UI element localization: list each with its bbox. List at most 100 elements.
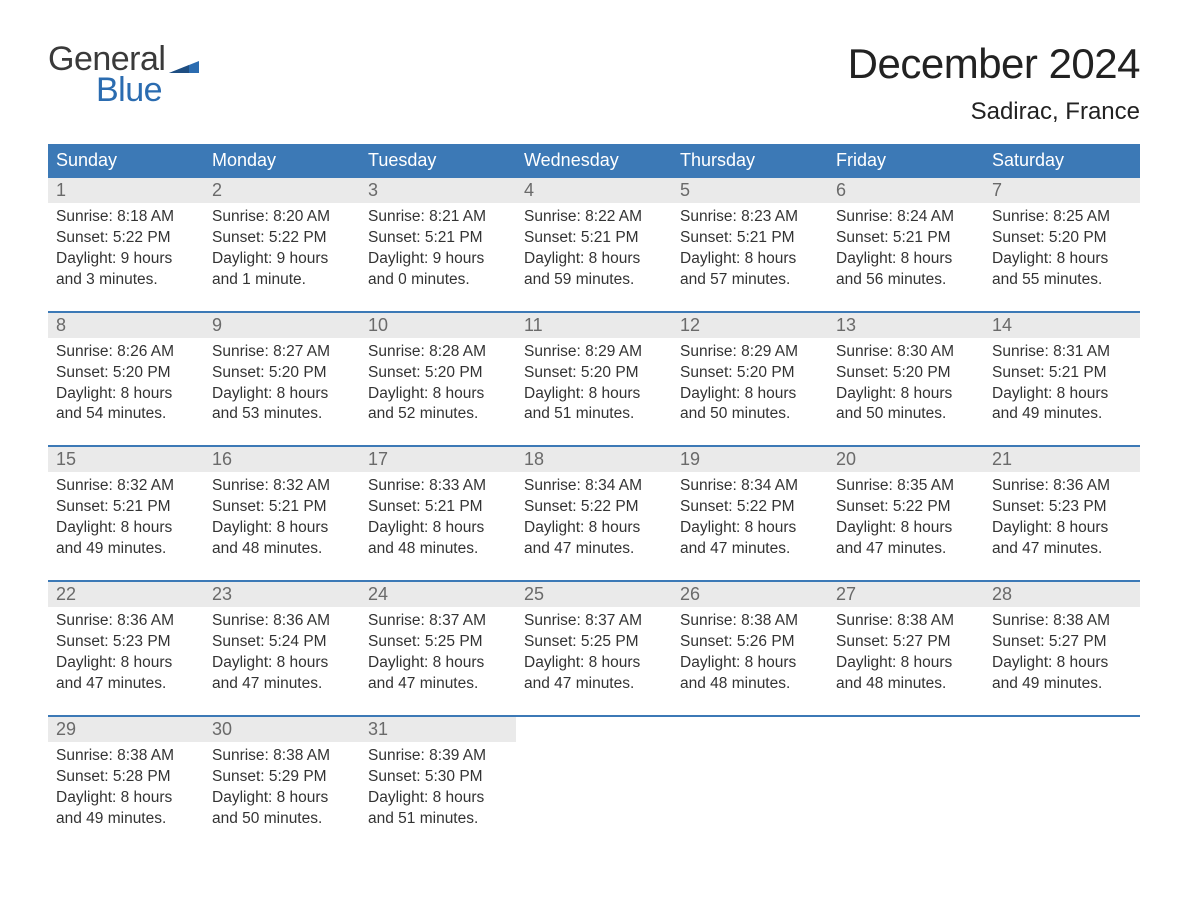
dayname: Monday [204, 144, 360, 178]
daylight-text: Daylight: 8 hours [836, 518, 976, 539]
day-number: 27 [828, 582, 984, 607]
sunrise-text: Sunrise: 8:31 AM [992, 342, 1132, 363]
day-number: 14 [984, 313, 1140, 338]
day-number: 6 [828, 178, 984, 203]
day-number: 26 [672, 582, 828, 607]
day-number: 3 [360, 178, 516, 203]
daylight-text: Daylight: 8 hours [368, 384, 508, 405]
sunset-text: Sunset: 5:21 PM [56, 497, 196, 518]
daylight-text: and 47 minutes. [836, 539, 976, 560]
daylight-text: Daylight: 8 hours [680, 384, 820, 405]
sunrise-text: Sunrise: 8:22 AM [524, 207, 664, 228]
day-number: 16 [204, 447, 360, 472]
daylight-text: and 48 minutes. [212, 539, 352, 560]
page-title: December 2024 [848, 40, 1140, 88]
calendar-cell: 27Sunrise: 8:38 AMSunset: 5:27 PMDayligh… [828, 582, 984, 701]
dayname: Saturday [984, 144, 1140, 178]
daylight-text: Daylight: 8 hours [524, 249, 664, 270]
calendar-cell: 17Sunrise: 8:33 AMSunset: 5:21 PMDayligh… [360, 447, 516, 566]
sunrise-text: Sunrise: 8:28 AM [368, 342, 508, 363]
sunrise-text: Sunrise: 8:24 AM [836, 207, 976, 228]
daylight-text: Daylight: 9 hours [56, 249, 196, 270]
sunset-text: Sunset: 5:20 PM [212, 363, 352, 384]
calendar-cell: 1Sunrise: 8:18 AMSunset: 5:22 PMDaylight… [48, 178, 204, 297]
calendar-cell: 2Sunrise: 8:20 AMSunset: 5:22 PMDaylight… [204, 178, 360, 297]
sunrise-text: Sunrise: 8:38 AM [992, 611, 1132, 632]
sunset-text: Sunset: 5:20 PM [680, 363, 820, 384]
calendar-cell: 29Sunrise: 8:38 AMSunset: 5:28 PMDayligh… [48, 717, 204, 836]
daylight-text: and 59 minutes. [524, 270, 664, 291]
sunrise-text: Sunrise: 8:20 AM [212, 207, 352, 228]
sunset-text: Sunset: 5:21 PM [368, 497, 508, 518]
daylight-text: and 51 minutes. [368, 809, 508, 830]
sunset-text: Sunset: 5:28 PM [56, 767, 196, 788]
daylight-text: and 52 minutes. [368, 404, 508, 425]
daylight-text: and 0 minutes. [368, 270, 508, 291]
calendar-cell [672, 717, 828, 836]
day-number: 2 [204, 178, 360, 203]
sunrise-text: Sunrise: 8:38 AM [212, 746, 352, 767]
logo-text-blue: Blue [96, 71, 162, 110]
calendar-cell: 5Sunrise: 8:23 AMSunset: 5:21 PMDaylight… [672, 178, 828, 297]
calendar-cell: 13Sunrise: 8:30 AMSunset: 5:20 PMDayligh… [828, 313, 984, 432]
sunset-text: Sunset: 5:27 PM [992, 632, 1132, 653]
topbar: General Blue December 2024 Sadirac, Fran… [48, 40, 1140, 126]
daylight-text: Daylight: 8 hours [212, 653, 352, 674]
calendar-cell: 15Sunrise: 8:32 AMSunset: 5:21 PMDayligh… [48, 447, 204, 566]
sunset-text: Sunset: 5:24 PM [212, 632, 352, 653]
calendar-cell: 24Sunrise: 8:37 AMSunset: 5:25 PMDayligh… [360, 582, 516, 701]
day-number: 4 [516, 178, 672, 203]
daylight-text: Daylight: 8 hours [368, 518, 508, 539]
daylight-text: and 49 minutes. [56, 539, 196, 560]
day-number: 1 [48, 178, 204, 203]
sunrise-text: Sunrise: 8:39 AM [368, 746, 508, 767]
day-number: 20 [828, 447, 984, 472]
daylight-text: and 51 minutes. [524, 404, 664, 425]
sunset-text: Sunset: 5:22 PM [680, 497, 820, 518]
day-number: 25 [516, 582, 672, 607]
daylight-text: Daylight: 8 hours [212, 384, 352, 405]
daylight-text: and 47 minutes. [56, 674, 196, 695]
day-number: 9 [204, 313, 360, 338]
calendar-cell: 10Sunrise: 8:28 AMSunset: 5:20 PMDayligh… [360, 313, 516, 432]
sunset-text: Sunset: 5:20 PM [992, 228, 1132, 249]
sunset-text: Sunset: 5:26 PM [680, 632, 820, 653]
sunrise-text: Sunrise: 8:30 AM [836, 342, 976, 363]
calendar-week: 22Sunrise: 8:36 AMSunset: 5:23 PMDayligh… [48, 580, 1140, 701]
daylight-text: Daylight: 8 hours [524, 518, 664, 539]
sunset-text: Sunset: 5:21 PM [368, 228, 508, 249]
sunrise-text: Sunrise: 8:34 AM [524, 476, 664, 497]
daylight-text: Daylight: 8 hours [836, 653, 976, 674]
daylight-text: and 49 minutes. [992, 674, 1132, 695]
dayname: Friday [828, 144, 984, 178]
dayname: Tuesday [360, 144, 516, 178]
dayname-row: Sunday Monday Tuesday Wednesday Thursday… [48, 144, 1140, 178]
calendar-cell: 31Sunrise: 8:39 AMSunset: 5:30 PMDayligh… [360, 717, 516, 836]
sunrise-text: Sunrise: 8:34 AM [680, 476, 820, 497]
day-number: 18 [516, 447, 672, 472]
calendar-cell: 14Sunrise: 8:31 AMSunset: 5:21 PMDayligh… [984, 313, 1140, 432]
daylight-text: and 57 minutes. [680, 270, 820, 291]
calendar-cell [516, 717, 672, 836]
sunrise-text: Sunrise: 8:18 AM [56, 207, 196, 228]
sunrise-text: Sunrise: 8:37 AM [524, 611, 664, 632]
daylight-text: and 47 minutes. [212, 674, 352, 695]
calendar-cell: 6Sunrise: 8:24 AMSunset: 5:21 PMDaylight… [828, 178, 984, 297]
daylight-text: and 1 minute. [212, 270, 352, 291]
dayname: Thursday [672, 144, 828, 178]
daylight-text: and 48 minutes. [368, 539, 508, 560]
sunset-text: Sunset: 5:21 PM [212, 497, 352, 518]
sunrise-text: Sunrise: 8:32 AM [212, 476, 352, 497]
daylight-text: Daylight: 8 hours [680, 518, 820, 539]
calendar-week: 15Sunrise: 8:32 AMSunset: 5:21 PMDayligh… [48, 445, 1140, 566]
daylight-text: and 49 minutes. [56, 809, 196, 830]
sunrise-text: Sunrise: 8:23 AM [680, 207, 820, 228]
sunset-text: Sunset: 5:25 PM [368, 632, 508, 653]
daylight-text: and 48 minutes. [680, 674, 820, 695]
calendar-cell: 9Sunrise: 8:27 AMSunset: 5:20 PMDaylight… [204, 313, 360, 432]
sunrise-text: Sunrise: 8:29 AM [524, 342, 664, 363]
sunset-text: Sunset: 5:27 PM [836, 632, 976, 653]
daylight-text: Daylight: 8 hours [212, 788, 352, 809]
sunrise-text: Sunrise: 8:36 AM [992, 476, 1132, 497]
day-number: 13 [828, 313, 984, 338]
